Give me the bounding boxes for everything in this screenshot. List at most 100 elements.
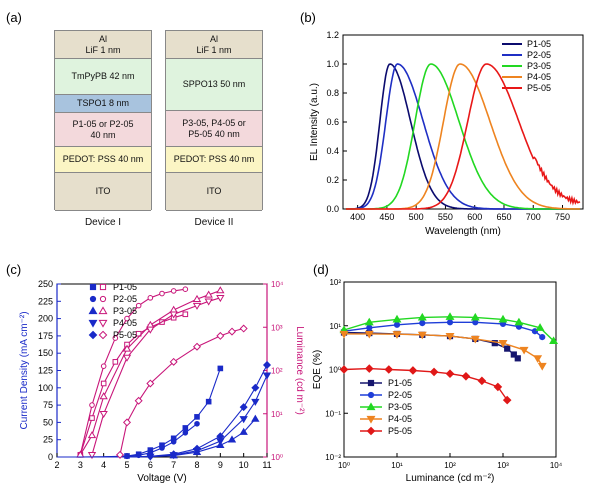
eqe-marker xyxy=(417,312,427,321)
y-tick-label: 10⁻² xyxy=(325,453,341,462)
y-tick-label: 175 xyxy=(38,331,53,341)
eqe-marker xyxy=(504,345,511,352)
current-marker xyxy=(262,360,272,369)
x-tick-label: 400 xyxy=(350,212,365,222)
legend-label: P4-05 xyxy=(113,318,137,328)
y-tick-label: 0.6 xyxy=(326,117,339,127)
luminance-marker xyxy=(182,286,189,292)
luminance-marker xyxy=(147,295,154,301)
eqe-marker xyxy=(470,312,480,321)
eqe-marker xyxy=(493,382,503,392)
eqe-marker xyxy=(514,317,524,326)
x-tick-label: 10 xyxy=(239,460,249,470)
luminance-marker xyxy=(227,327,237,336)
x-tick-label: 11 xyxy=(262,460,271,470)
spectrum-line xyxy=(345,63,581,210)
y-tick-label: 10² xyxy=(329,278,341,287)
luminance-marker xyxy=(99,392,108,400)
eqe-marker xyxy=(339,325,349,334)
plot-frame xyxy=(342,34,584,210)
eqe-line xyxy=(344,333,543,367)
x-tick-label: 750 xyxy=(555,212,570,222)
eqe-marker xyxy=(502,395,512,405)
luminance-marker xyxy=(112,359,119,365)
luminance-marker xyxy=(77,452,84,458)
y-tick-label: 10⁰ xyxy=(329,366,341,375)
device-layer: SPPO13 50 nm xyxy=(166,59,262,111)
luminance-marker xyxy=(100,363,107,369)
x-tick-label: 9 xyxy=(218,460,223,470)
current-marker xyxy=(159,442,165,449)
luminance-marker xyxy=(87,431,97,439)
x-tick-label: 5 xyxy=(124,460,129,470)
luminance-marker xyxy=(147,324,154,331)
y-tick-label: 25 xyxy=(43,435,53,445)
luminance-line xyxy=(79,289,221,456)
panel-label-b: (b) xyxy=(300,10,316,25)
current-marker xyxy=(170,438,177,445)
eqe-marker xyxy=(510,351,517,358)
eqe-marker xyxy=(429,367,439,377)
eqe-marker xyxy=(366,329,373,337)
current-marker xyxy=(251,398,260,406)
panel-label-d: (d) xyxy=(313,262,329,277)
device-stack-1: Al LiF 1 nm TmPyPB 42 nm TSPO1 8 nm P1-05 o… xyxy=(54,30,152,211)
y-tick-label: 50 xyxy=(43,417,53,427)
luminance-marker xyxy=(115,450,125,459)
device-layer: P1-05 or P2-05 40 nm xyxy=(55,113,151,147)
y2-tick-label: 10⁰ xyxy=(271,453,283,462)
current-marker xyxy=(182,429,189,436)
current-line xyxy=(57,375,268,458)
eqe-marker xyxy=(393,330,401,338)
eqe-marker xyxy=(419,319,426,327)
device-layer: PEDOT: PSS 40 nm xyxy=(55,147,151,173)
eqe-marker xyxy=(515,323,523,330)
luminance-marker xyxy=(146,320,155,328)
y2-axis-label: Luminance (cd m⁻²) xyxy=(294,326,305,415)
luminance-marker xyxy=(169,357,178,366)
y-axis-label: EL Intensity (a.u.) xyxy=(309,83,320,161)
eqe-marker xyxy=(364,330,374,339)
y-tick-label: 0.2 xyxy=(326,175,339,185)
eqe-marker xyxy=(364,364,374,373)
legend-marker-filled xyxy=(88,319,98,328)
luminance-marker xyxy=(89,415,95,421)
eqe-marker xyxy=(539,334,546,341)
legend-label: P2-05 xyxy=(527,50,551,60)
current-marker xyxy=(216,440,225,449)
eqe-marker xyxy=(392,331,402,339)
luminance-marker xyxy=(122,354,132,362)
eqe-marker xyxy=(533,355,543,363)
device-layer: ITO xyxy=(166,173,262,211)
luminance-marker xyxy=(216,331,225,340)
x-axis-label: Wavelength (nm) xyxy=(425,226,501,237)
spectrum-line xyxy=(345,63,581,210)
x-tick-label: 2 xyxy=(54,460,59,470)
current-marker xyxy=(170,435,177,442)
device-layer: Al LiF 1 nm xyxy=(166,31,262,59)
current-marker xyxy=(124,453,130,460)
luminance-marker xyxy=(99,410,108,419)
eqe-line xyxy=(343,316,555,342)
x-tick-label: 500 xyxy=(409,212,424,222)
device-name-1: Device I xyxy=(84,217,122,228)
luminance-marker xyxy=(122,418,132,427)
eqe-marker xyxy=(472,319,479,326)
panel-label-c: (c) xyxy=(6,262,22,277)
luminance-marker xyxy=(159,319,165,325)
legend-marker-open xyxy=(99,295,107,303)
luminance-marker xyxy=(89,402,95,408)
plot-frame xyxy=(343,281,557,458)
plot-frame xyxy=(56,283,268,458)
legend-label: P5-05 xyxy=(527,83,551,93)
legend-label: P3-05 xyxy=(113,306,137,316)
eqe-marker xyxy=(419,331,426,338)
eqe-marker xyxy=(340,328,348,335)
current-marker xyxy=(135,452,142,459)
luminance-marker xyxy=(146,326,155,334)
luminance-marker xyxy=(170,314,177,321)
eqe-marker xyxy=(339,365,349,374)
y-tick-label: 200 xyxy=(38,314,53,324)
y-tick-label: 100 xyxy=(38,383,53,393)
current-marker xyxy=(205,398,212,405)
